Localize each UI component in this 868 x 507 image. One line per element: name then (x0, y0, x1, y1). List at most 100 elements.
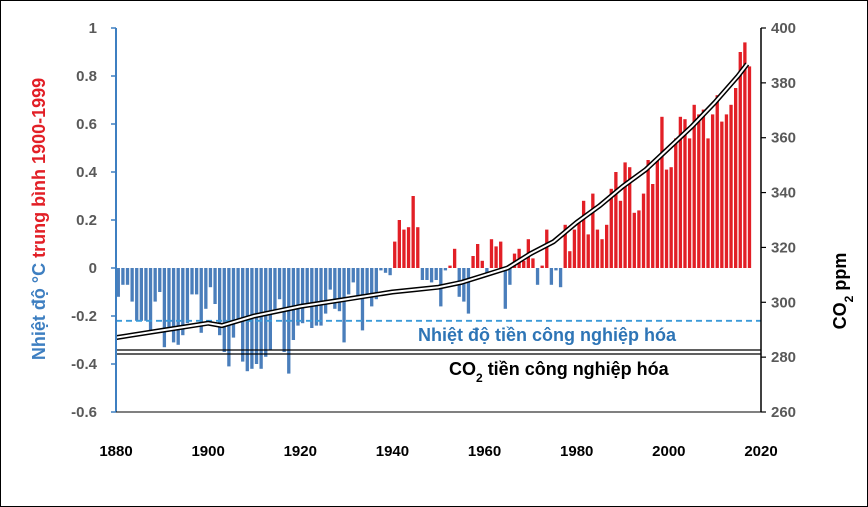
temperature-bar (356, 268, 360, 300)
temperature-bar (337, 268, 342, 312)
temperature-bar (218, 268, 222, 336)
temperature-bar (388, 268, 392, 276)
temperature-bar (305, 268, 309, 307)
temperature-bar (724, 114, 729, 269)
temperature-bar (393, 241, 397, 268)
temperature-bar (374, 268, 378, 300)
right-tick-label: 340 (771, 185, 796, 202)
temperature-bar (162, 268, 167, 348)
preindustrial-co2-label: CO2 tiền công nghiệp hóa (449, 359, 670, 385)
temperature-bar (743, 42, 747, 269)
temperature-bar (199, 268, 203, 333)
temperature-bar (273, 268, 277, 312)
right-axis-label: CO2 ppm (830, 253, 856, 330)
temperature-bar (563, 224, 567, 268)
temperature-bar (476, 244, 480, 268)
co2-line (115, 62, 750, 341)
temperature-bar (259, 268, 263, 369)
temperature-bar (397, 220, 401, 268)
axis-labels: Nhiệt độ °C trung bình 1900-1999 CO2 ppm (29, 78, 856, 360)
temperature-bar (609, 188, 613, 268)
temperature-bar (637, 210, 641, 268)
temperature-bar (342, 268, 346, 343)
temperature-bar (466, 268, 471, 314)
temperature-bar (139, 268, 143, 321)
right-tick-label: 280 (771, 349, 796, 366)
temperature-bar (135, 268, 139, 321)
x-tick-labels: 1880 1900 1920 1940 1960 1980 2000 2020 (99, 443, 777, 460)
left-tick-labels: 1 0.8 0.6 0.4 0.2 0 -0.2 -0.4 -0.6 (71, 20, 116, 421)
temperature-bar (448, 265, 452, 268)
temperature-bar (153, 268, 157, 302)
temperature-bar (641, 193, 646, 268)
temperature-bar (333, 268, 337, 309)
temperature-bar (577, 220, 581, 268)
temperature-bar (623, 162, 627, 268)
left-tick-label: 0.4 (76, 164, 98, 181)
temperature-bar (420, 268, 425, 280)
temperature-bar (549, 268, 554, 285)
right-tick-label: 260 (771, 404, 796, 421)
temperature-bar (503, 268, 507, 309)
temperature-bar (605, 224, 609, 268)
temperature-bar (632, 212, 636, 268)
left-tick-label: 0 (89, 260, 97, 277)
temperature-bar (600, 239, 604, 268)
temperature-bar (572, 229, 577, 268)
temperature-bar (148, 268, 153, 331)
temperature-bar (646, 160, 650, 268)
co2-line-inner (115, 63, 748, 339)
left-tick-label: 1 (89, 20, 97, 37)
temperature-bar (277, 268, 282, 300)
temperature-bar (351, 268, 355, 283)
temperature-bar (710, 114, 715, 269)
temperature-bar (443, 268, 448, 271)
temperature-bar (125, 268, 130, 285)
temperature-bar (614, 172, 618, 268)
temperature-bar (402, 229, 406, 268)
temperature-bar (310, 268, 314, 328)
temperature-bar (268, 268, 272, 350)
temperature-bar (319, 268, 323, 326)
temperature-bar (231, 268, 236, 338)
temperature-bar (411, 196, 415, 268)
left-tick-label: -0.2 (71, 308, 97, 325)
left-tick-label: 0.8 (76, 68, 97, 85)
left-tick-label: -0.4 (71, 356, 98, 373)
temperature-bar (176, 268, 180, 345)
temperature-bar (651, 184, 655, 268)
temperature-bar (434, 268, 438, 280)
temperature-bar (158, 268, 162, 292)
temperature-bar (379, 268, 383, 271)
temperature-bar (522, 260, 526, 268)
temperature-bar (581, 200, 586, 268)
temperature-bar (116, 268, 120, 297)
temperature-bar (508, 268, 512, 285)
x-tick-label: 1900 (191, 443, 224, 460)
temperature-bar (300, 268, 305, 324)
temperature-bar (383, 268, 388, 273)
temperature-bar (734, 88, 738, 268)
temperature-bar (499, 241, 503, 268)
right-tick-label: 380 (771, 75, 796, 92)
temperature-bar (715, 95, 719, 268)
temperature-bar (452, 248, 457, 268)
temperature-bar (144, 268, 148, 321)
temperature-bar (471, 256, 475, 268)
temperature-bar (416, 227, 420, 268)
temperature-bar (489, 239, 494, 268)
temperature-bar (462, 268, 466, 302)
temperature-bar (568, 251, 572, 268)
left-axis-label: Nhiệt độ °C trung bình 1900-1999 (29, 78, 49, 360)
temperature-bar (485, 268, 489, 273)
temperature-bar (370, 268, 374, 307)
temperature-bar (323, 268, 328, 314)
right-tick-label: 360 (771, 130, 796, 147)
temperature-bar (674, 138, 678, 268)
right-tick-labels: 400 380 360 340 320 300 280 260 (761, 20, 796, 421)
temperature-bar (204, 268, 208, 309)
temperature-bar (227, 268, 231, 367)
temperature-bar (660, 116, 664, 268)
temperature-bar (406, 227, 411, 268)
